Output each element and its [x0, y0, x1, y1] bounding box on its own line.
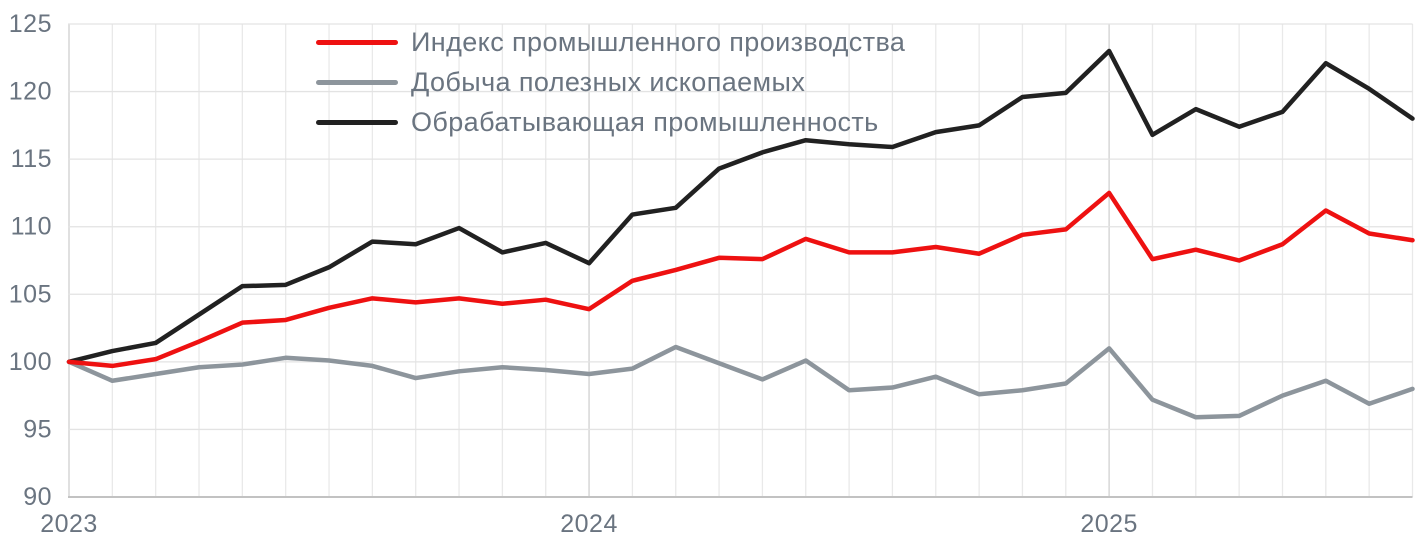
- series-line-mining: [66, 344, 1415, 420]
- series-line-manufacturing: [66, 48, 1415, 365]
- legend-item-mining: Добыча полезных ископаемых: [316, 66, 905, 98]
- y-tick-label: 120: [9, 78, 52, 106]
- legend-swatch-black-line: [316, 119, 398, 125]
- y-tick-label: 110: [11, 213, 52, 241]
- y-tick-label: 125: [9, 10, 52, 38]
- legend-item-manufacturing: Обрабатывающая промышленность: [316, 106, 905, 138]
- legend-swatch-gray-line: [316, 79, 398, 85]
- legend-label: Индекс промышленного производства: [411, 26, 906, 57]
- y-tick-label: 100: [9, 348, 52, 376]
- x-tick-label: 2023: [40, 510, 98, 538]
- y-tick-label: 90: [23, 483, 52, 511]
- y-tick-label: 95: [23, 415, 52, 443]
- legend-item-industrial-production-index: Индекс промышленного производства: [316, 26, 905, 58]
- legend-label: Добыча полезных ископаемых: [411, 66, 806, 97]
- y-tick-label: 105: [9, 280, 52, 308]
- legend: Индекс промышленного производства Добыча…: [316, 26, 905, 146]
- x-tick-label: 2024: [560, 510, 618, 538]
- x-tick-label: 2025: [1080, 510, 1138, 538]
- legend-swatch-red-line: [316, 39, 398, 45]
- series-line-industrial-production-index: [66, 190, 1415, 369]
- legend-label: Обрабатывающая промышленность: [411, 106, 879, 137]
- y-tick-label: 115: [11, 145, 52, 173]
